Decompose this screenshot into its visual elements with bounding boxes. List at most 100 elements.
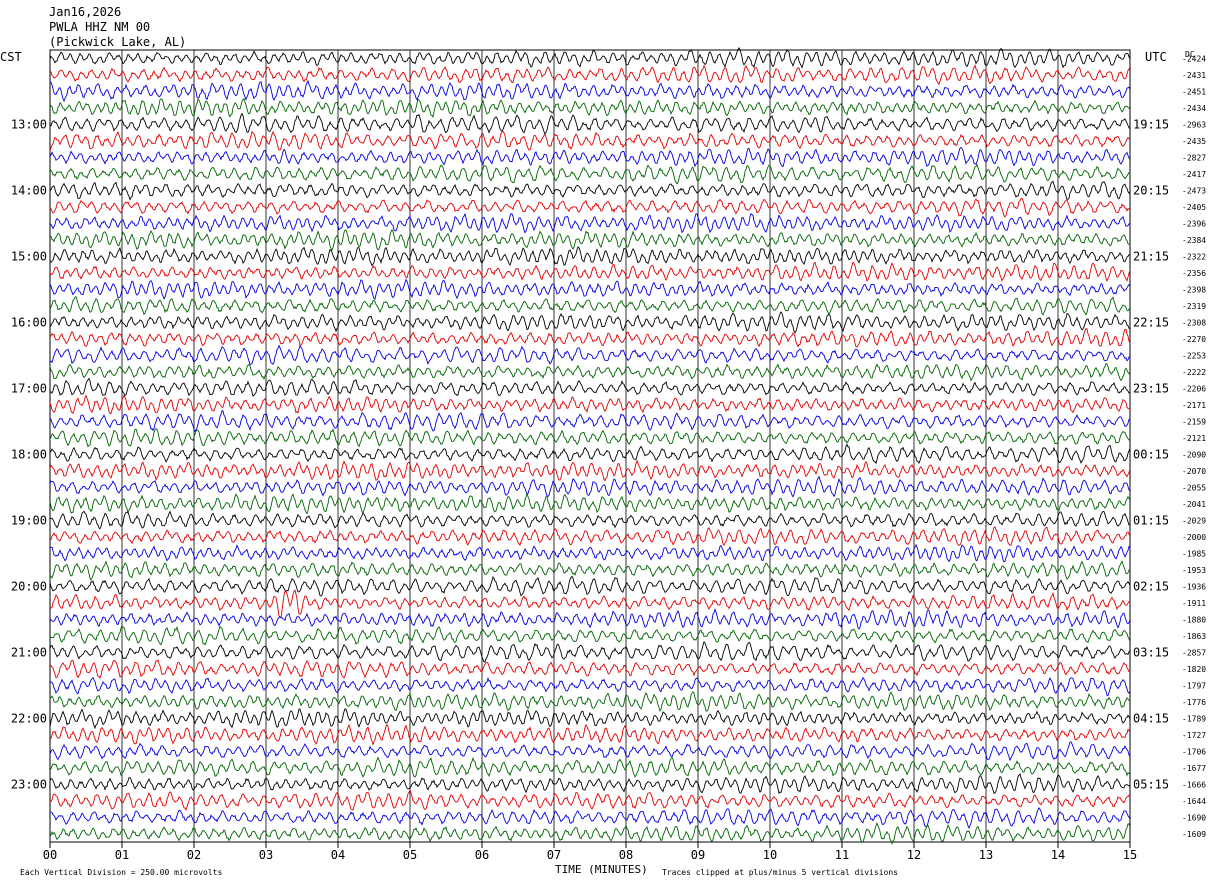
seismic-trace: [49, 410, 1131, 433]
x-tick-label: 15: [1123, 848, 1137, 862]
cst-hour-label: 13:00: [11, 117, 47, 131]
cst-hour-label: 16:00: [11, 315, 47, 329]
dc-offset-label: -2055: [1182, 483, 1206, 492]
seismic-trace: [49, 197, 1131, 218]
x-tick-label: 10: [763, 848, 777, 862]
dc-offset-label: -2253: [1182, 351, 1206, 360]
utc-hour-label: 23:15: [1133, 381, 1169, 395]
seismic-trace: [49, 97, 1131, 119]
dc-offset-label: -1797: [1182, 681, 1206, 690]
seismic-trace: [49, 327, 1131, 348]
dc-offset-label: -2270: [1182, 335, 1206, 344]
dc-offset-label: -2000: [1182, 533, 1206, 542]
dc-offset-label: -2159: [1182, 417, 1206, 426]
dc-offset-label: -1677: [1182, 764, 1206, 773]
dc-offset-label: -1863: [1182, 632, 1206, 641]
dc-offset-label: -1880: [1182, 615, 1206, 624]
x-tick-label: 06: [475, 848, 489, 862]
seismic-trace: [49, 163, 1131, 185]
seismic-trace: [49, 146, 1131, 168]
dc-offset-label: -2121: [1182, 434, 1206, 443]
seismic-trace: [49, 377, 1131, 397]
seismic-trace: [49, 624, 1131, 646]
dc-offset-label: -1789: [1182, 714, 1206, 723]
cst-hour-label: 19:00: [11, 513, 47, 527]
seismic-trace: [49, 773, 1131, 795]
cst-hour-label: 22:00: [11, 711, 47, 725]
location-label: (Pickwick Lake, AL): [49, 35, 187, 49]
cst-hour-label: 23:00: [11, 777, 47, 791]
dc-offset-label: -2041: [1182, 500, 1206, 509]
x-tick-label: 07: [547, 848, 561, 862]
seismic-trace: [49, 691, 1131, 713]
seismic-trace: [49, 229, 1131, 251]
seismic-trace: [49, 821, 1131, 846]
dc-offset-label: -1936: [1182, 582, 1206, 591]
utc-hour-label: 00:15: [1133, 447, 1169, 461]
dc-offset-label: -1911: [1182, 599, 1206, 608]
station-label: PWLA HHZ NM 00: [49, 20, 151, 34]
dc-offset-label: -2319: [1182, 302, 1206, 311]
dc-offset-label: -2451: [1182, 87, 1206, 96]
dc-offset-label: -2384: [1182, 236, 1206, 245]
seismic-trace: [49, 676, 1131, 697]
dc-offset-label: -2090: [1182, 450, 1206, 459]
seismic-trace: [49, 130, 1131, 151]
x-tick-label: 01: [115, 848, 129, 862]
cst-hour-label: 20:00: [11, 579, 47, 593]
dc-offset-label: -2322: [1182, 252, 1206, 261]
x-tick-label: 09: [691, 848, 705, 862]
seismic-trace: [49, 443, 1131, 465]
cst-hour-label: 18:00: [11, 447, 47, 461]
seismic-trace: [49, 261, 1131, 283]
cst-label: CST: [0, 50, 22, 64]
dc-offset-label: -1985: [1182, 549, 1206, 558]
seismic-trace: [49, 510, 1131, 530]
seismic-trace: [49, 459, 1131, 482]
dc-offset-label: -2029: [1182, 516, 1206, 525]
seismic-trace: [49, 708, 1131, 730]
seismic-trace: [49, 807, 1131, 829]
dc-offset-label: -2070: [1182, 467, 1206, 476]
dc-offset-label: -1820: [1182, 665, 1206, 674]
seismic-trace: [49, 46, 1131, 69]
dc-offset-label: -2308: [1182, 318, 1206, 327]
x-tick-label: 12: [907, 848, 921, 862]
dc-offset-label: -2963: [1182, 120, 1206, 129]
dc-offset-label: -2857: [1182, 648, 1206, 657]
dc-offset-label: -2431: [1182, 71, 1206, 80]
utc-hour-label: 03:15: [1133, 645, 1169, 659]
seismic-trace: [49, 64, 1131, 86]
seismic-trace: [49, 741, 1131, 762]
cst-hour-label: 17:00: [11, 381, 47, 395]
x-tick-label: 13: [979, 848, 993, 862]
date-label: Jan16,2026: [49, 5, 122, 19]
seismic-trace: [49, 295, 1131, 316]
dc-offset-label: -1644: [1182, 797, 1206, 806]
cst-hour-label: 21:00: [11, 645, 47, 659]
utc-hour-label: 21:15: [1133, 249, 1169, 263]
dc-offset-label: -2171: [1182, 401, 1206, 410]
seismic-trace: [49, 475, 1131, 498]
seismic-trace: [49, 589, 1131, 619]
seismic-trace: [49, 212, 1131, 234]
x-tick-label: 14: [1051, 848, 1065, 862]
seismic-trace: [49, 492, 1131, 515]
dc-offset-label: -2473: [1182, 186, 1206, 195]
dc-offset-label: -1776: [1182, 698, 1206, 707]
seismic-trace: [49, 112, 1131, 136]
dc-offset-label: -1727: [1182, 731, 1206, 740]
clip-note: Traces clipped at plus/minus 5 vertical …: [662, 868, 898, 877]
seismic-trace: [49, 640, 1131, 663]
dc-offset-label: -2398: [1182, 285, 1206, 294]
x-tick-label: 03: [259, 848, 273, 862]
seismic-trace: [49, 246, 1131, 267]
utc-hour-label: 19:15: [1133, 117, 1169, 131]
cst-hour-label: 14:00: [11, 183, 47, 197]
seismic-trace: [49, 428, 1131, 448]
utc-hour-label: 02:15: [1133, 579, 1169, 593]
utc-hour-label: 20:15: [1133, 183, 1169, 197]
seismic-trace: [49, 394, 1131, 414]
seismic-trace: [49, 560, 1131, 581]
